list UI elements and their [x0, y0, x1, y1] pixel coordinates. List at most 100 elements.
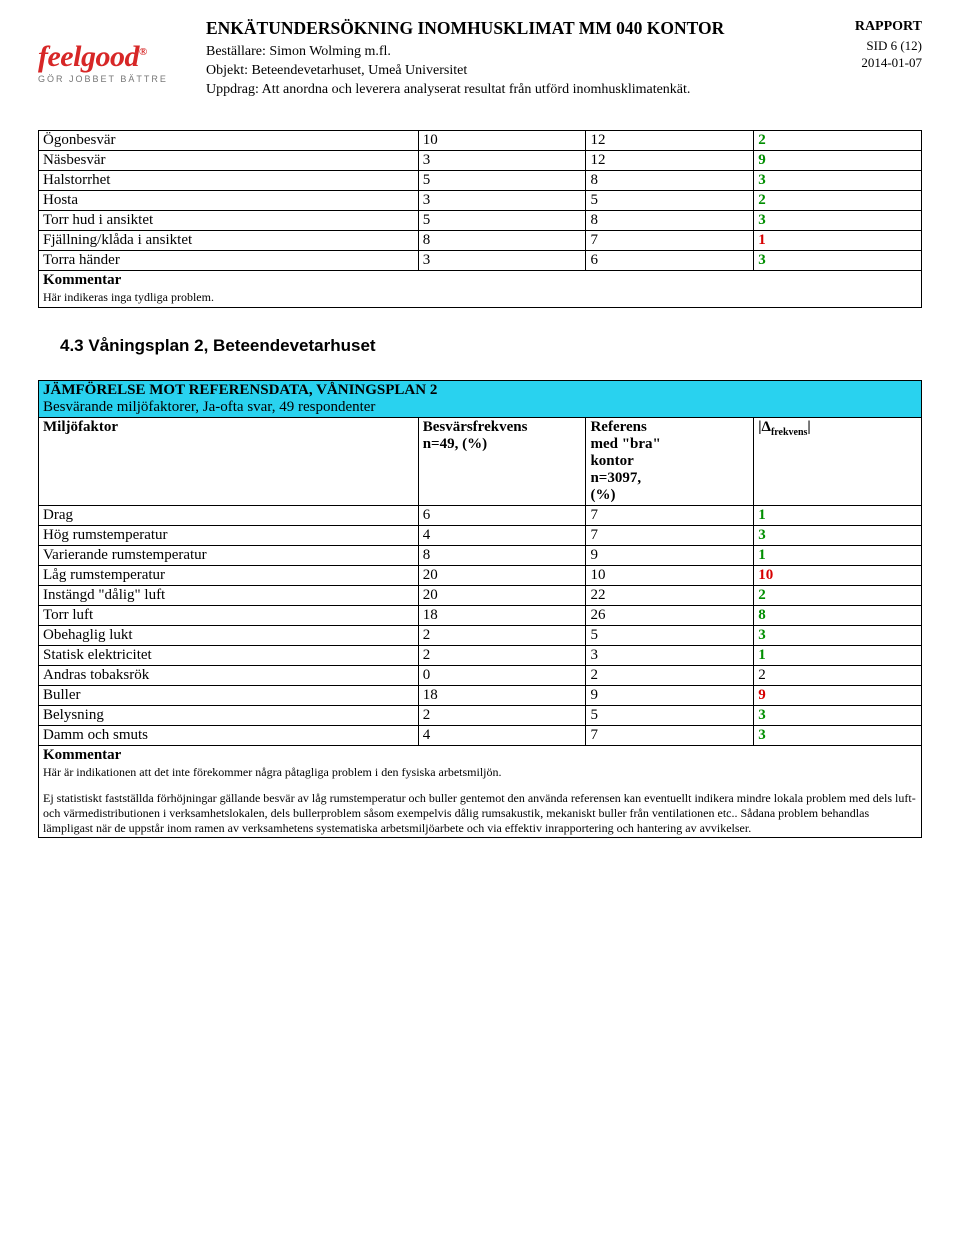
row-value-b: 5 — [586, 625, 754, 645]
row-value-a: 20 — [418, 565, 586, 585]
row-delta: 3 — [754, 725, 922, 745]
row-label: Damm och smuts — [39, 725, 419, 745]
row-label: Ögonbesvär — [39, 130, 419, 150]
row-value-a: 0 — [418, 665, 586, 685]
row-value-a: 3 — [418, 190, 586, 210]
row-value-b: 22 — [586, 585, 754, 605]
row-value-b: 6 — [586, 250, 754, 270]
table-row: Näsbesvär3129 — [39, 150, 922, 170]
row-value-b: 10 — [586, 565, 754, 585]
row-value-b: 12 — [586, 130, 754, 150]
row-delta: 2 — [754, 130, 922, 150]
row-value-a: 18 — [418, 685, 586, 705]
row-value-a: 8 — [418, 545, 586, 565]
row-label: Torra händer — [39, 250, 419, 270]
table-row: Halstorrhet583 — [39, 170, 922, 190]
row-label: Instängd "dålig" luft — [39, 585, 419, 605]
row-value-b: 7 — [586, 230, 754, 250]
report-date: 2014-01-07 — [832, 54, 922, 72]
row-label: Halstorrhet — [39, 170, 419, 190]
row-label: Varierande rumstemperatur — [39, 545, 419, 565]
bestallare-label: Beställare: — [206, 44, 266, 59]
col-delta: |Δfrekvens| — [754, 417, 922, 505]
row-value-a: 5 — [418, 210, 586, 230]
row-value-a: 2 — [418, 645, 586, 665]
row-delta: 10 — [754, 565, 922, 585]
table-row: Statisk elektricitet231 — [39, 645, 922, 665]
row-value-a: 4 — [418, 725, 586, 745]
row-delta: 1 — [754, 505, 922, 525]
row-value-b: 7 — [586, 505, 754, 525]
row-delta: 1 — [754, 545, 922, 565]
row-value-a: 8 — [418, 230, 586, 250]
row-delta: 3 — [754, 705, 922, 725]
comment-cell: KommentarHär indikeras inga tydliga prob… — [39, 270, 922, 307]
table-row: Hög rumstemperatur473 — [39, 525, 922, 545]
row-delta: 2 — [754, 190, 922, 210]
row-delta: 3 — [754, 250, 922, 270]
row-value-b: 3 — [586, 645, 754, 665]
comparison-header-cell: JÄMFÖRELSE MOT REFERENSDATA, VÅNINGSPLAN… — [39, 380, 922, 417]
table-row: Låg rumstemperatur201010 — [39, 565, 922, 585]
col-referens: Referensmed "bra"kontorn=3097,(%) — [586, 417, 754, 505]
row-label: Buller — [39, 685, 419, 705]
logo-reg-icon: ® — [139, 46, 147, 58]
row-value-b: 5 — [586, 190, 754, 210]
comment-row: KommentarHär indikeras inga tydliga prob… — [39, 270, 922, 307]
table-row: Drag671 — [39, 505, 922, 525]
row-value-b: 5 — [586, 705, 754, 725]
section-heading: 4.3 Våningsplan 2, Beteendevetarhuset — [60, 336, 922, 356]
comparison-header-row: JÄMFÖRELSE MOT REFERENSDATA, VÅNINGSPLAN… — [39, 380, 922, 417]
symptoms-table: Ögonbesvär10122Näsbesvär3129Halstorrhet5… — [38, 130, 922, 308]
row-label: Belysning — [39, 705, 419, 725]
objekt-value: Beteendevetarhuset, Umeå Universitet — [252, 63, 468, 78]
header-right: RAPPORT SID 6 (12) 2014-01-07 — [832, 18, 922, 72]
comment-cell: KommentarHär är indikationen att det int… — [39, 745, 922, 837]
row-delta: 1 — [754, 230, 922, 250]
table-row: Fjällning/klåda i ansiktet871 — [39, 230, 922, 250]
row-value-a: 20 — [418, 585, 586, 605]
row-label: Obehaglig lukt — [39, 625, 419, 645]
table-row: Belysning253 — [39, 705, 922, 725]
row-label: Fjällning/klåda i ansiktet — [39, 230, 419, 250]
title-column: ENKÄTUNDERSÖKNING INOMHUSKLIMAT MM 040 K… — [206, 18, 814, 100]
page-indicator: SID 6 (12) — [832, 37, 922, 55]
row-value-b: 7 — [586, 525, 754, 545]
row-delta: 3 — [754, 525, 922, 545]
row-label: Andras tobaksrök — [39, 665, 419, 685]
row-label: Näsbesvär — [39, 150, 419, 170]
environment-factors-table: JÄMFÖRELSE MOT REFERENSDATA, VÅNINGSPLAN… — [38, 380, 922, 838]
row-value-a: 2 — [418, 625, 586, 645]
logo-text: feelgood — [38, 40, 139, 73]
row-label: Drag — [39, 505, 419, 525]
row-value-a: 5 — [418, 170, 586, 190]
row-value-b: 2 — [586, 665, 754, 685]
row-value-b: 26 — [586, 605, 754, 625]
rapport-label: RAPPORT — [832, 18, 922, 37]
row-value-b: 8 — [586, 210, 754, 230]
row-value-a: 10 — [418, 130, 586, 150]
row-value-b: 12 — [586, 150, 754, 170]
row-value-b: 7 — [586, 725, 754, 745]
logo-tagline: GÖR JOBBET BÄTTRE — [38, 74, 188, 84]
meta-uppdrag: Uppdrag: Att anordna och leverera analys… — [206, 81, 814, 100]
row-value-a: 3 — [418, 250, 586, 270]
row-delta: 8 — [754, 605, 922, 625]
row-value-a: 18 — [418, 605, 586, 625]
row-value-a: 6 — [418, 505, 586, 525]
logo-block: feelgood® GÖR JOBBET BÄTTRE — [38, 18, 188, 84]
row-label: Torr hud i ansiktet — [39, 210, 419, 230]
meta-objekt: Objekt: Beteendevetarhuset, Umeå Univers… — [206, 62, 814, 81]
table-row: Varierande rumstemperatur891 — [39, 545, 922, 565]
table-row: Obehaglig lukt253 — [39, 625, 922, 645]
uppdrag-label: Uppdrag: — [206, 82, 259, 97]
row-delta: 9 — [754, 685, 922, 705]
column-header-row: MiljöfaktorBesvärsfrekvensn=49, (%)Refer… — [39, 417, 922, 505]
uppdrag-value: Att anordna och leverera analyserat resu… — [262, 82, 691, 97]
row-label: Statisk elektricitet — [39, 645, 419, 665]
row-label: Låg rumstemperatur — [39, 565, 419, 585]
row-delta: 9 — [754, 150, 922, 170]
table-row: Andras tobaksrök022 — [39, 665, 922, 685]
row-value-a: 4 — [418, 525, 586, 545]
row-value-b: 8 — [586, 170, 754, 190]
